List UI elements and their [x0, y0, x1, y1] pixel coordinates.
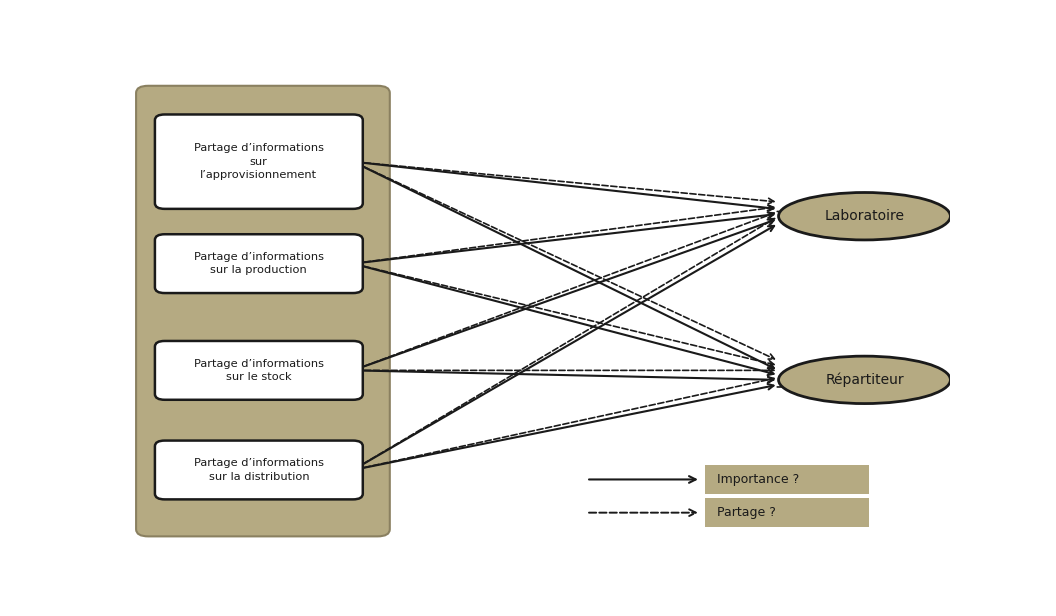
- FancyBboxPatch shape: [155, 440, 363, 500]
- Text: Partage d’informations
sur
l’approvisionnement: Partage d’informations sur l’approvision…: [194, 143, 324, 180]
- FancyBboxPatch shape: [705, 465, 868, 493]
- Text: Partage d’informations
sur la production: Partage d’informations sur la production: [194, 252, 324, 275]
- Ellipse shape: [778, 192, 950, 240]
- Text: Partage d’informations
sur la distribution: Partage d’informations sur la distributi…: [194, 458, 324, 482]
- Text: Laboratoire: Laboratoire: [825, 209, 905, 223]
- Text: Partage d’informations
sur le stock: Partage d’informations sur le stock: [194, 359, 324, 382]
- Text: Partage ?: Partage ?: [717, 506, 776, 519]
- FancyBboxPatch shape: [705, 498, 868, 527]
- FancyBboxPatch shape: [155, 115, 363, 209]
- Ellipse shape: [778, 356, 950, 403]
- FancyBboxPatch shape: [136, 86, 390, 537]
- Text: Importance ?: Importance ?: [717, 473, 799, 486]
- Text: Répartiteur: Répartiteur: [825, 373, 904, 387]
- FancyBboxPatch shape: [155, 234, 363, 293]
- FancyBboxPatch shape: [155, 341, 363, 400]
